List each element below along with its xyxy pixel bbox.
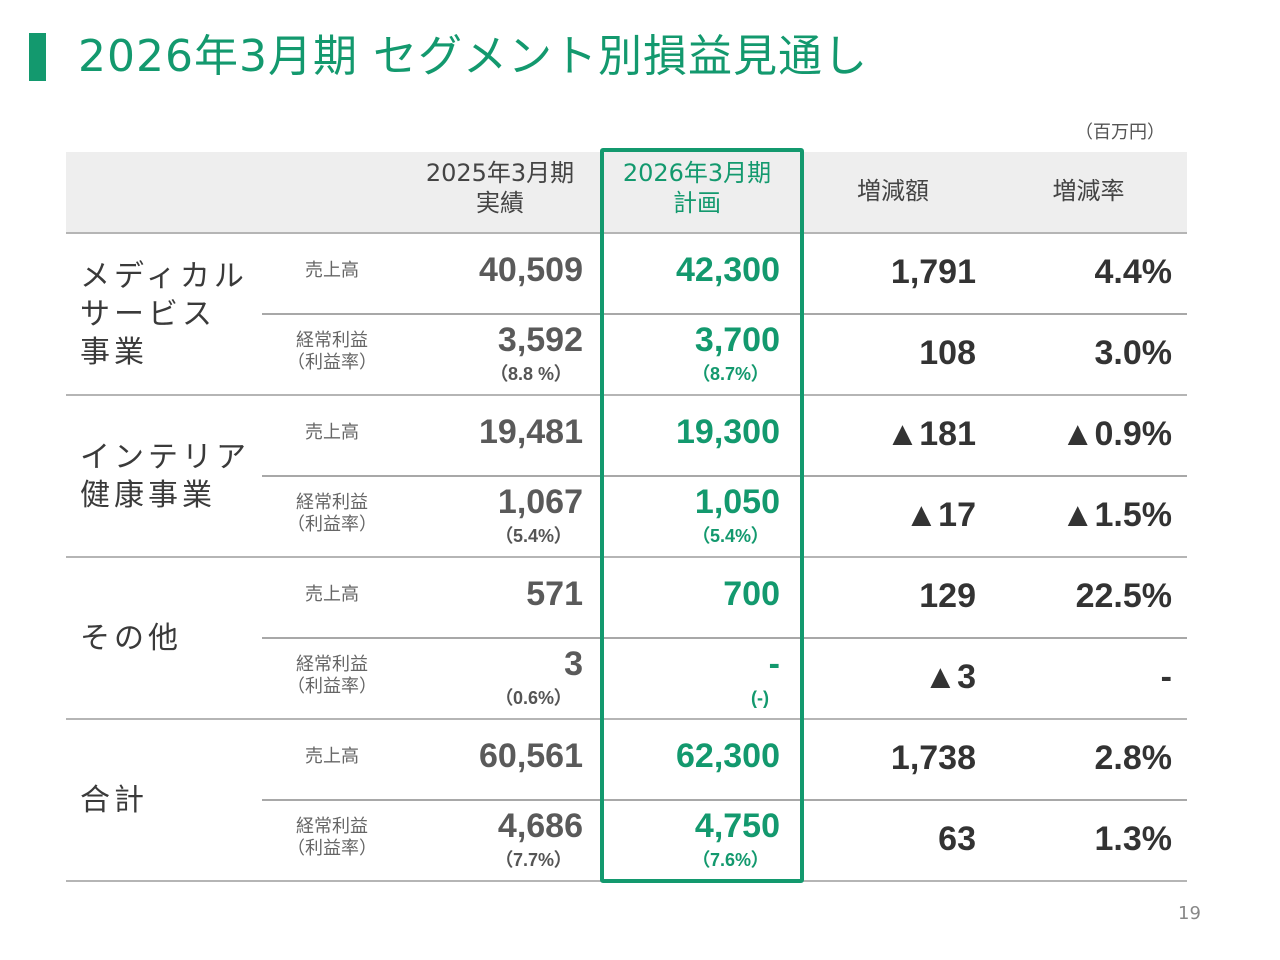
plan-margin: (-) [751, 688, 769, 708]
page-title: 2026年3月期 セグメント別損益見通し [78, 31, 868, 82]
actual-margin: （5.4%） [494, 526, 572, 546]
actual-value: 4,686 [497, 807, 583, 845]
rate-value: 4.4% [1094, 253, 1173, 291]
diff-value: 1,791 [890, 253, 976, 291]
diff-value: 129 [919, 577, 976, 615]
header-diff: 増減額 [857, 177, 929, 205]
rate-value: 3.0% [1094, 334, 1173, 372]
rate-value: 1.3% [1094, 820, 1173, 858]
metric-label: 売上高 [305, 260, 359, 281]
segment-name: その他 [80, 621, 182, 656]
row-divider [262, 799, 1187, 801]
plan-value: 42,300 [676, 251, 780, 289]
row-divider [262, 475, 1187, 477]
metric-label: 経常利益 （利益率） [287, 654, 377, 697]
plan-value: - [768, 645, 780, 683]
actual-value: 60,561 [479, 737, 583, 775]
rate-value: ▲1.5% [1060, 496, 1172, 534]
header-actual: 2025年3月期 実績 [425, 159, 575, 217]
plan-value: 4,750 [694, 807, 780, 845]
row-divider [262, 637, 1187, 639]
diff-value: ▲3 [923, 658, 976, 696]
actual-value: 571 [526, 575, 583, 613]
diff-value: 63 [938, 820, 976, 858]
diff-value: 108 [919, 334, 976, 372]
actual-margin: （8.8 %） [489, 364, 572, 384]
plan-value: 19,300 [676, 413, 780, 451]
header-plan: 2026年3月期 計画 [622, 159, 772, 217]
metric-label: 売上高 [305, 746, 359, 767]
metric-label: 経常利益 （利益率） [287, 816, 377, 859]
rate-value: 22.5% [1075, 577, 1172, 615]
diff-value: ▲17 [904, 496, 976, 534]
diff-value: ▲181 [885, 415, 976, 453]
unit-label: （百万円） [1075, 122, 1165, 143]
title-accent-bar [29, 33, 46, 81]
actual-margin: （7.7%） [494, 850, 572, 870]
plan-margin: （7.6%） [691, 850, 769, 870]
page-number: 19 [1178, 903, 1201, 924]
segment-name: メディカル サービス 事業 [80, 259, 248, 370]
segment-name: 合計 [80, 783, 148, 818]
plan-margin: （5.4%） [691, 526, 769, 546]
table-header [66, 152, 1187, 232]
plan-value: 62,300 [676, 737, 780, 775]
actual-value: 3 [564, 645, 583, 683]
plan-margin: （8.7%） [691, 364, 769, 384]
actual-value: 3,592 [497, 321, 583, 359]
metric-label: 売上高 [305, 422, 359, 443]
plan-value: 3,700 [694, 321, 780, 359]
rate-value: ▲0.9% [1060, 415, 1172, 453]
plan-value: 1,050 [694, 483, 780, 521]
rate-value: - [1160, 658, 1172, 696]
row-divider [262, 313, 1187, 315]
plan-value: 700 [723, 575, 780, 613]
header-rate: 増減率 [1052, 177, 1125, 205]
row-divider [66, 556, 1187, 558]
actual-value: 19,481 [479, 413, 583, 451]
row-divider [66, 394, 1187, 396]
segment-name: インテリア 健康事業 [80, 440, 250, 513]
metric-label: 売上高 [305, 584, 359, 605]
row-divider [66, 880, 1187, 882]
row-divider [66, 718, 1187, 720]
metric-label: 経常利益 （利益率） [287, 330, 377, 373]
actual-margin: （0.6%） [494, 688, 572, 708]
metric-label: 経常利益 （利益率） [287, 492, 377, 535]
actual-value: 40,509 [479, 251, 583, 289]
rate-value: 2.8% [1094, 739, 1173, 777]
actual-value: 1,067 [497, 483, 583, 521]
table-divider [66, 232, 1187, 234]
diff-value: 1,738 [890, 739, 976, 777]
